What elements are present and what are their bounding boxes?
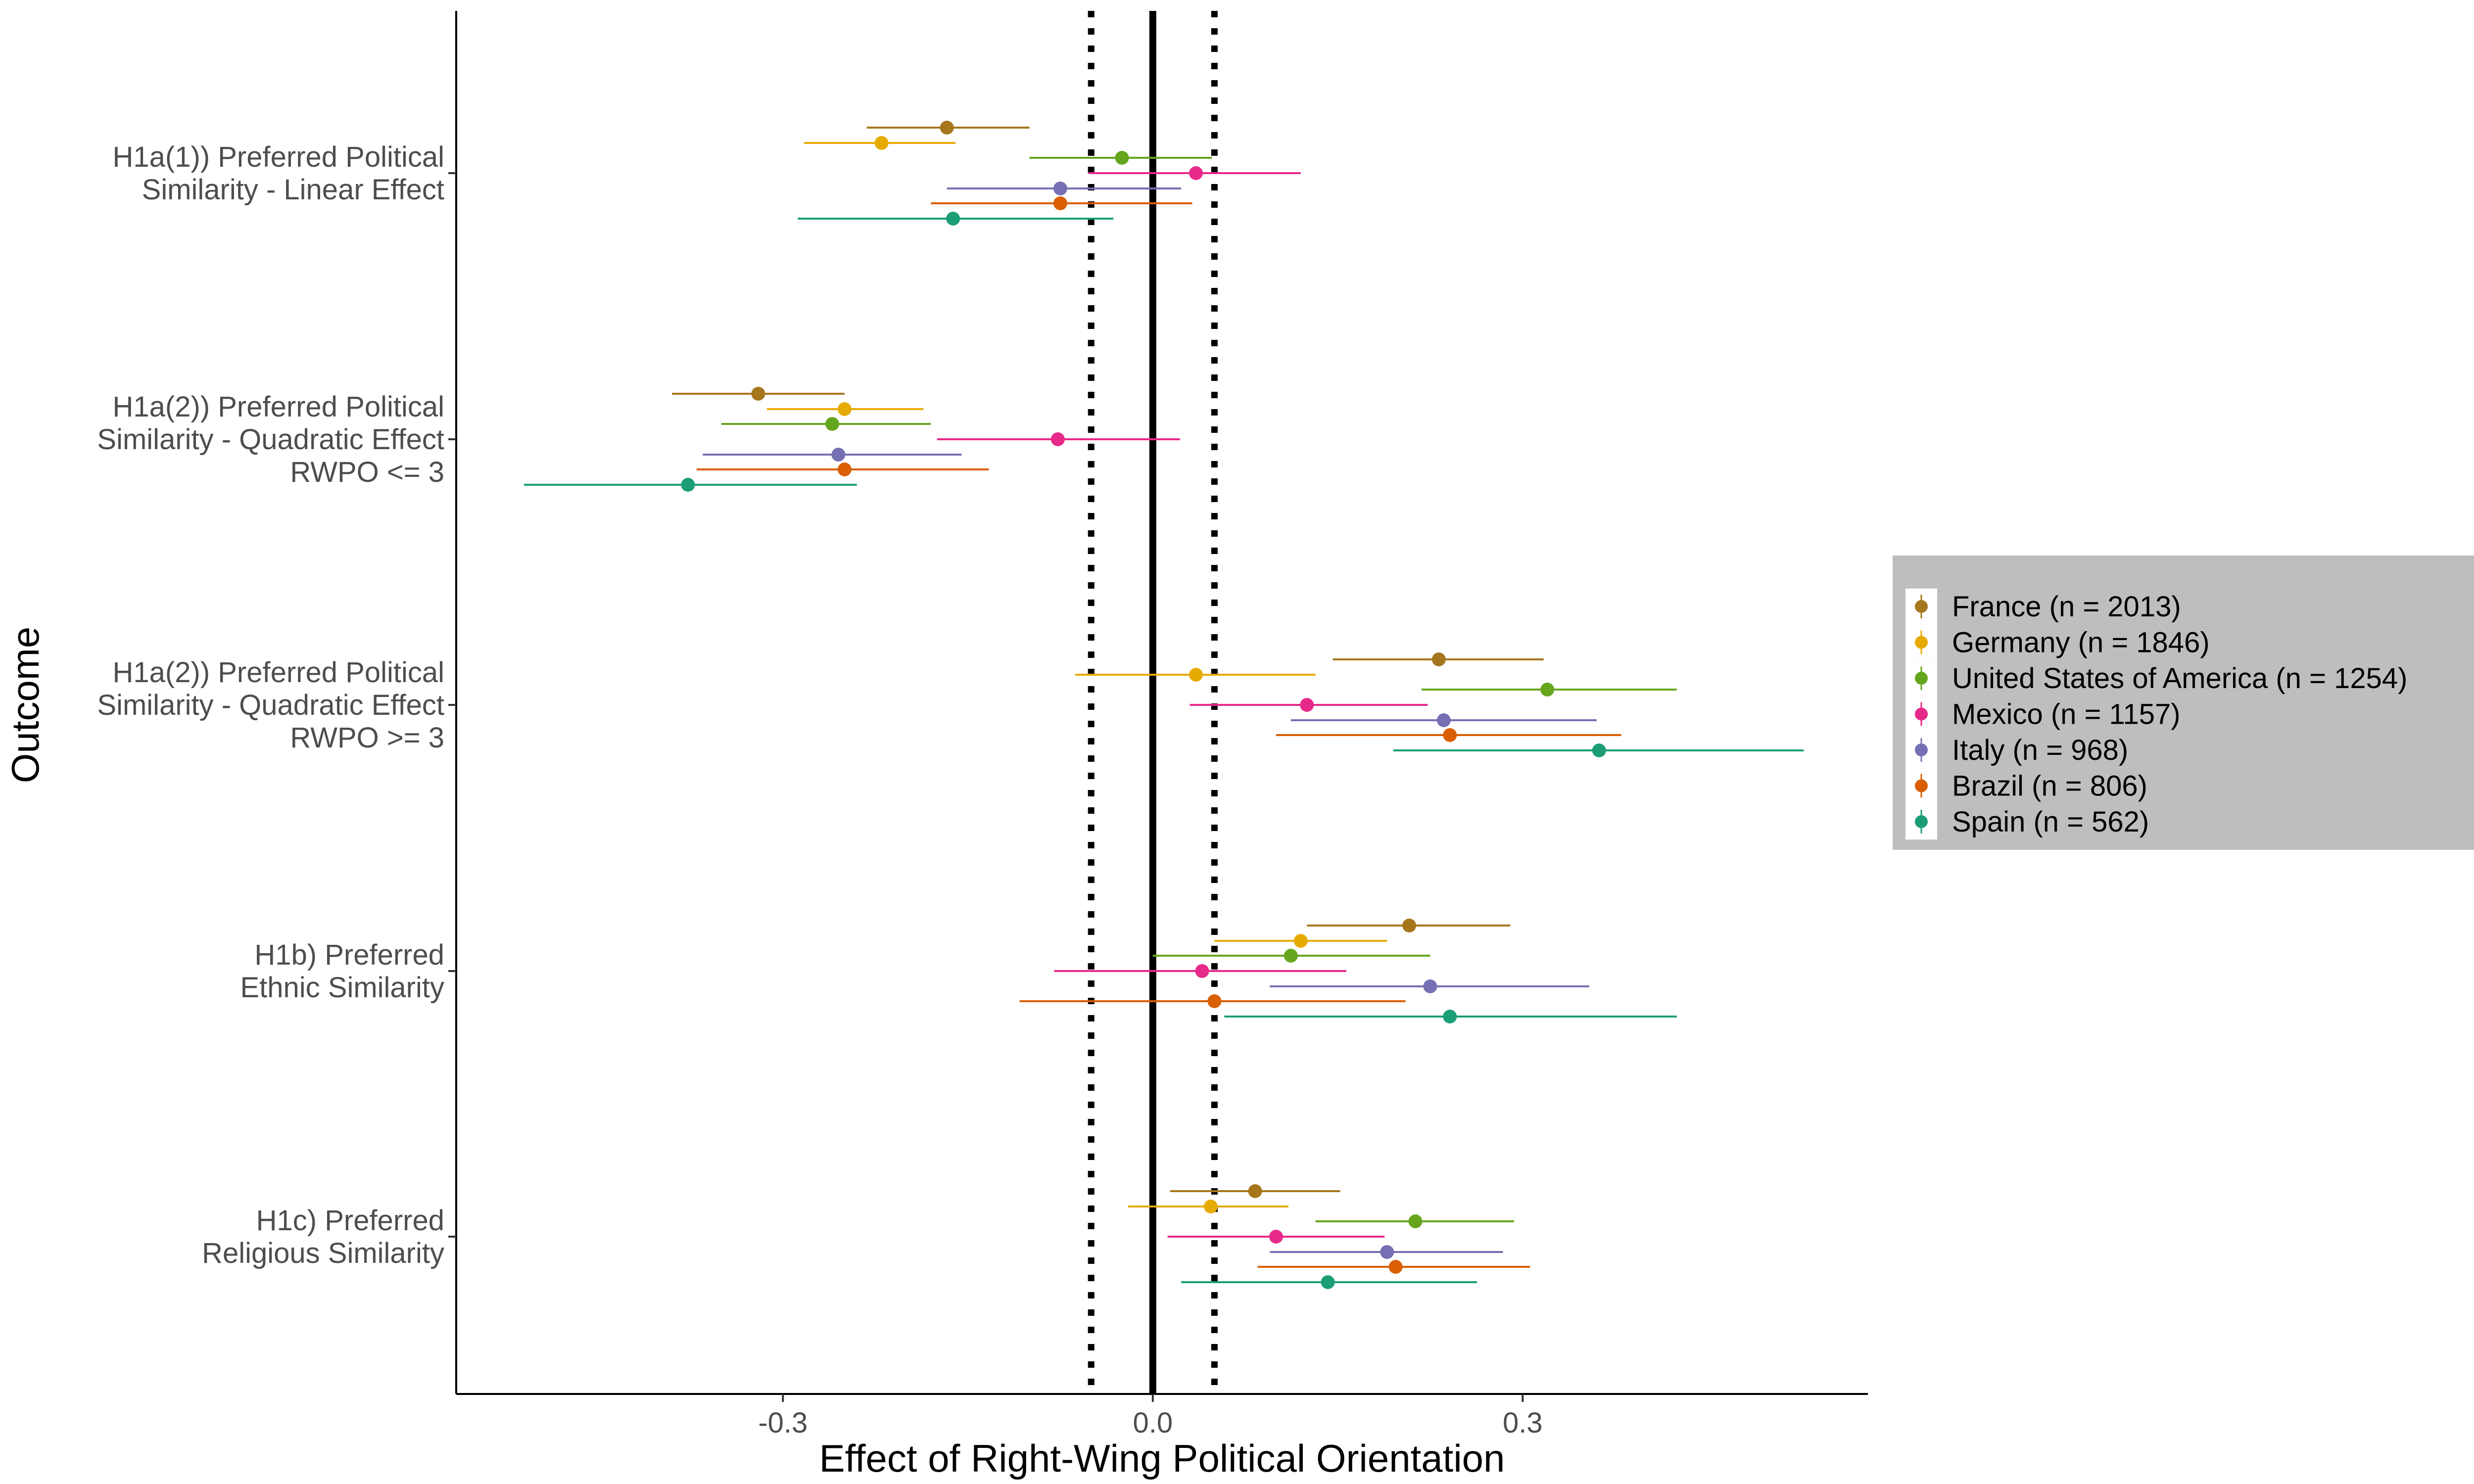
series-4 (703, 182, 1597, 1259)
estimate-point (940, 121, 954, 135)
x-tick-label: -0.3 (758, 1407, 808, 1439)
legend-label: Spain (n = 562) (1952, 806, 2149, 838)
estimate-point (1053, 196, 1067, 210)
estimate-point (751, 387, 765, 401)
category-label: H1b) Preferred Ethnic Similarity (240, 939, 444, 1004)
estimate-point (1203, 1200, 1218, 1213)
estimate-point (1443, 728, 1457, 742)
estimate-point (837, 402, 852, 416)
estimate-point (1380, 1245, 1394, 1259)
legend-item: Germany (n = 1846) (1905, 624, 2210, 660)
category-label-line: Similarity - Quadratic Effect (97, 689, 444, 721)
category-label: H1a(2)) Preferred Political Similarity - … (97, 656, 444, 754)
estimate-point (874, 136, 889, 150)
estimate-point (1436, 713, 1451, 727)
estimate-point (1388, 1260, 1403, 1274)
x-tick-label: 0.0 (1133, 1407, 1173, 1439)
estimate-point (1115, 151, 1129, 165)
estimate-point (837, 463, 852, 476)
legend-item: Italy (n = 968) (1905, 732, 2128, 768)
category-label-line: Similarity - Quadratic Effect (97, 423, 444, 456)
estimate-point (1053, 182, 1067, 195)
legend-item: Spain (n = 562) (1905, 803, 2149, 840)
series-2 (721, 151, 1677, 1228)
estimate-point (1195, 964, 1209, 978)
estimate-point (1189, 166, 1203, 180)
category-label-line: Similarity - Linear Effect (142, 174, 444, 206)
legend-key-point (1915, 636, 1928, 649)
y-axis-ticks: H1a(1)) Preferred Political Similarity - … (97, 141, 456, 1269)
series-6 (524, 212, 1804, 1289)
category-label-line: H1a(2)) Preferred Political (113, 391, 444, 423)
estimate-point (1431, 652, 1446, 666)
series-0 (672, 121, 1544, 1198)
legend-key-point (1915, 779, 1928, 792)
legend-item: France (n = 2013) (1905, 588, 2181, 625)
series-1 (766, 136, 1387, 1213)
category-label-line: RWPO <= 3 (290, 456, 444, 488)
category-label-line: H1b) Preferred (254, 939, 444, 971)
estimate-point (825, 417, 839, 431)
category-label-line: H1c) Preferred (256, 1205, 444, 1237)
legend-item: Mexico (n = 1157) (1905, 696, 2181, 732)
reference-lines (1088, 11, 1218, 1394)
legend: France (n = 2013) Germany (n = 1846)Unite… (1893, 556, 2474, 850)
legend-key-point (1915, 672, 1928, 685)
estimate-point (1050, 432, 1065, 446)
legend-background (1893, 556, 2474, 850)
estimate-point (946, 212, 960, 226)
category-label: H1a(2)) Preferred Political Similarity - … (97, 391, 444, 488)
estimate-point (1402, 919, 1417, 932)
category-label: H1a(1)) Preferred Political Similarity - … (113, 141, 444, 206)
estimate-point (1540, 683, 1555, 696)
estimate-point (1269, 1230, 1283, 1244)
category-label-line: H1a(2)) Preferred Political (113, 656, 444, 689)
category-label-line: Ethnic Similarity (240, 972, 444, 1004)
legend-label: Mexico (n = 1157) (1952, 698, 2181, 731)
estimate-point (831, 448, 846, 462)
estimate-point (1443, 1010, 1457, 1023)
legend-key-point (1915, 815, 1928, 828)
series-layer (524, 121, 1804, 1289)
estimate-point (1207, 994, 1222, 1008)
legend-item: Brazil (n = 806) (1905, 768, 2147, 804)
legend-label: France (n = 2013) (1952, 591, 2181, 623)
estimate-point (1592, 743, 1606, 757)
estimate-point (681, 478, 695, 492)
series-3 (937, 166, 1428, 1244)
category-label-line: Religious Similarity (202, 1237, 444, 1269)
estimate-point (1300, 698, 1314, 712)
x-axis-title: Effect of Right-Wing Political Orientati… (819, 1437, 1505, 1480)
legend-key-point (1915, 600, 1928, 613)
legend-key-point (1915, 707, 1928, 721)
y-axis-title: Outcome (3, 627, 47, 783)
estimate-point (1284, 949, 1298, 963)
x-axis-ticks: -0.3 0.0 0.3 (758, 1394, 1543, 1439)
x-tick-label: 0.3 (1503, 1407, 1543, 1439)
estimate-point (1293, 934, 1308, 948)
series-5 (696, 196, 1621, 1274)
estimate-point (1321, 1275, 1335, 1289)
category-label: H1c) Preferred Religious Similarity (202, 1205, 444, 1269)
estimate-point (1423, 979, 1437, 993)
legend-label: Germany (n = 1846) (1952, 627, 2210, 659)
category-label-line: H1a(1)) Preferred Political (113, 141, 444, 173)
estimate-point (1189, 668, 1203, 682)
legend-item: United States of America (n = 1254) (1905, 660, 2407, 696)
legend-label: Brazil (n = 806) (1952, 770, 2147, 802)
legend-label: Italy (n = 968) (1952, 734, 2128, 766)
estimate-point (1408, 1214, 1423, 1228)
legend-key-point (1915, 743, 1928, 756)
category-label-line: RWPO >= 3 (290, 722, 444, 754)
estimate-point (1248, 1184, 1262, 1198)
legend-label: United States of America (n = 1254) (1952, 662, 2407, 695)
